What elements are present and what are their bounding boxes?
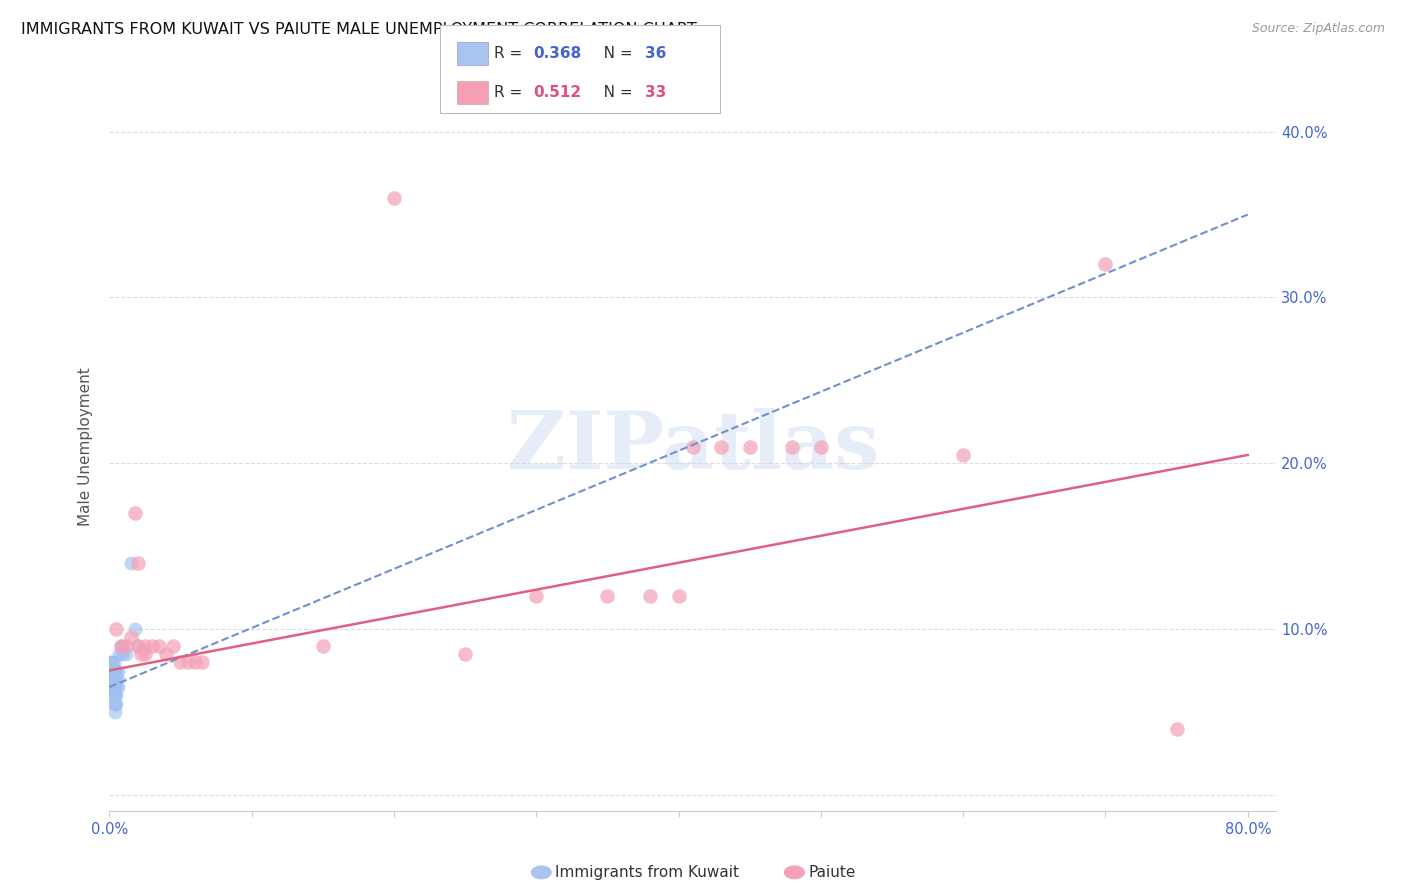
Point [668, 589, 690, 603]
Text: R =: R = [494, 86, 527, 101]
Point [105, 680, 128, 694]
Point [107, 680, 129, 694]
Text: ZIPatlas: ZIPatlas [506, 408, 879, 485]
Point [100, 655, 122, 669]
Point [104, 689, 127, 703]
Point [127, 639, 149, 653]
Point [134, 647, 156, 661]
Text: N =: N = [589, 46, 637, 62]
Point [103, 697, 125, 711]
Point [1166, 722, 1188, 736]
Text: Immigrants from Kuwait: Immigrants from Kuwait [555, 865, 740, 880]
Point [710, 440, 733, 454]
Point [169, 655, 191, 669]
Text: 0.368: 0.368 [533, 46, 581, 62]
Point [134, 639, 156, 653]
Point [382, 191, 405, 205]
Point [103, 689, 125, 703]
Text: Paiute: Paiute [808, 865, 856, 880]
Point [312, 639, 335, 653]
Point [112, 639, 135, 653]
Point [155, 647, 177, 661]
Point [105, 672, 128, 686]
Point [183, 655, 205, 669]
Point [104, 664, 127, 678]
Point [162, 639, 184, 653]
Point [104, 697, 127, 711]
Point [596, 589, 619, 603]
Point [111, 647, 134, 661]
Point [104, 672, 127, 686]
Point [100, 664, 122, 678]
Point [148, 639, 170, 653]
Point [104, 705, 127, 719]
Point [682, 440, 704, 454]
Point [524, 589, 547, 603]
Point [108, 647, 131, 661]
Point [107, 664, 129, 678]
Point [103, 664, 125, 678]
Point [104, 680, 127, 694]
Point [1094, 257, 1116, 271]
Point [176, 655, 198, 669]
Point [115, 639, 138, 653]
Point [105, 622, 128, 636]
Point [127, 639, 149, 653]
Point [454, 647, 477, 661]
Point [129, 647, 152, 661]
Point [110, 639, 132, 653]
Text: Source: ZipAtlas.com: Source: ZipAtlas.com [1251, 22, 1385, 36]
Point [105, 689, 128, 703]
Text: IMMIGRANTS FROM KUWAIT VS PAIUTE MALE UNEMPLOYMENT CORRELATION CHART: IMMIGRANTS FROM KUWAIT VS PAIUTE MALE UN… [21, 22, 697, 37]
Point [115, 647, 138, 661]
Point [103, 655, 125, 669]
Point [101, 672, 124, 686]
Point [105, 664, 128, 678]
Point [141, 639, 163, 653]
Point [638, 589, 661, 603]
Point [782, 440, 804, 454]
Point [100, 680, 122, 694]
Point [952, 448, 974, 462]
Text: 36: 36 [645, 46, 666, 62]
Point [101, 664, 124, 678]
Point [810, 440, 832, 454]
Text: R =: R = [494, 46, 527, 62]
Point [124, 506, 146, 520]
Point [105, 697, 128, 711]
Text: N =: N = [589, 86, 637, 101]
Point [110, 639, 132, 653]
Point [190, 655, 212, 669]
Point [103, 672, 125, 686]
Point [103, 680, 125, 694]
Point [120, 556, 142, 570]
Point [100, 672, 122, 686]
Point [124, 622, 146, 636]
Text: 33: 33 [645, 86, 666, 101]
Point [738, 440, 761, 454]
Text: 0.512: 0.512 [533, 86, 581, 101]
Point [127, 556, 149, 570]
Point [101, 680, 124, 694]
Point [120, 631, 142, 645]
Point [101, 655, 124, 669]
Y-axis label: Male Unemployment: Male Unemployment [79, 368, 93, 526]
Point [107, 672, 129, 686]
